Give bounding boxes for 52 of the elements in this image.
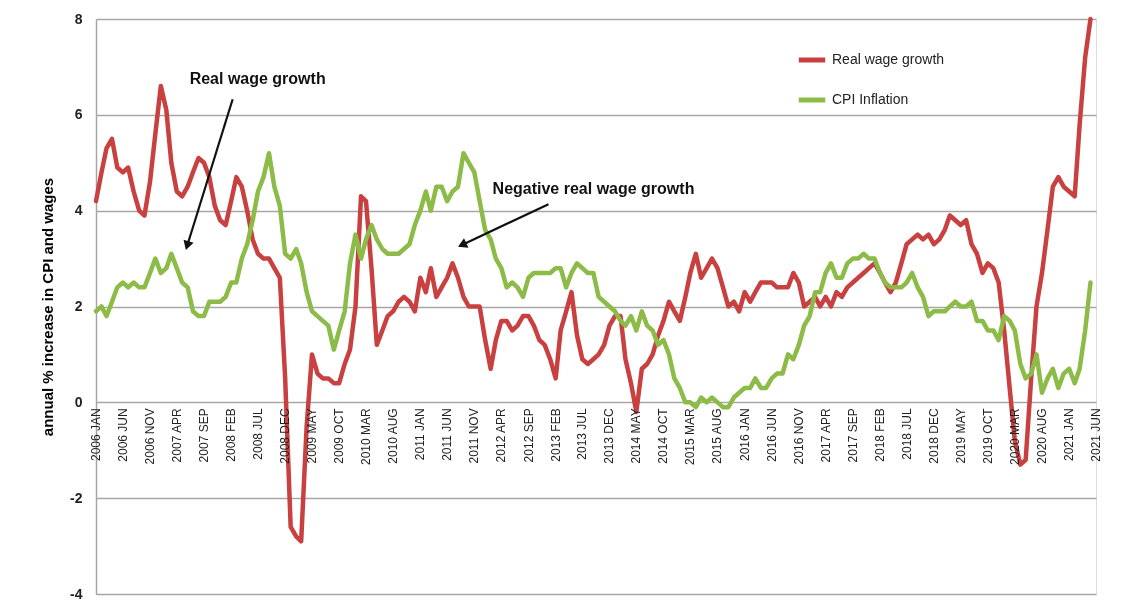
annotation: Negative real wage growth [492,180,695,198]
x-tick-label: 2013 JUL [575,408,590,460]
x-tick-label: 2016 NOV [791,408,806,465]
x-tick-label: 2018 JUL [899,408,914,460]
y-tick-label: -4 [70,585,83,602]
legend-label: CPI Inflation [832,91,909,107]
x-tick-label: 2011 NOV [467,408,482,464]
x-tick-label: 2019 OCT [980,407,995,464]
x-tick-label: 2010 AUG [386,408,401,464]
x-tick-label: 2010 MAR [358,408,373,466]
x-tick-label: 2021 JAN [1062,408,1077,462]
x-tick-label: 2013 DEC [602,408,617,464]
x-tick-label: 2006 JUN [115,408,130,462]
x-tick-label: 2018 FEB [873,408,888,462]
y-tick-label: 8 [74,10,83,27]
x-tick-label: 2008 DEC [278,408,293,464]
x-tick-label: 2018 DEC [926,408,941,464]
x-tick-label: 2007 APR [169,408,184,463]
x-tick-label: 2008 FEB [224,408,239,462]
x-tick-label: 2019 MAY [953,408,968,464]
x-tick-label: 2015 AUG [710,408,725,464]
x-tick-label: 2015 MAR [683,408,698,466]
line-series [93,16,1093,544]
x-tick-label: 2021 JUN [1089,408,1103,462]
annotation: Real wage growth [189,70,326,88]
x-tick-label: 2006 NOV [143,408,157,465]
y-tick-label: 4 [74,202,83,219]
x-tick-label: 2013 FEB [548,408,563,462]
y-tick-label: 6 [74,106,83,123]
y-tick-label: 0 [74,393,83,410]
x-tick-label: 2012 SEP [521,408,536,463]
x-tick-label: 2020 MAR [1007,408,1022,466]
x-tick-label: 2009 OCT [332,407,347,464]
x-tick-label: 2011 JUN [440,408,455,461]
y-axis-title: annual % increase in CPI and wages [39,177,57,437]
x-tick-label: 2014 MAY [629,408,644,464]
x-tick-label: 2008 JUL [250,408,265,460]
x-tick-label: 2014 OCT [656,407,671,464]
x-tick-label: 2020 AUG [1035,408,1049,464]
x-tick-label: 2011 JAN [413,408,428,461]
x-tick-label: 2016 JUN [764,408,779,462]
x-tick-label: 2012 APR [494,408,509,463]
x-tick-label: 2016 JAN [737,408,752,462]
line-series [93,150,1093,410]
x-tick-label: 2009 MAY [304,408,319,464]
x-tick-label: 2006 JAN [89,408,103,462]
x-tick-label: 2017 SEP [845,408,860,463]
x-tick-label: 2007 SEP [196,408,211,463]
y-tick-label: 2 [74,298,83,314]
x-tick-label: 2017 APR [818,408,833,463]
legend-label: Real wage growth [832,51,945,67]
y-tick-label: -2 [70,489,83,506]
